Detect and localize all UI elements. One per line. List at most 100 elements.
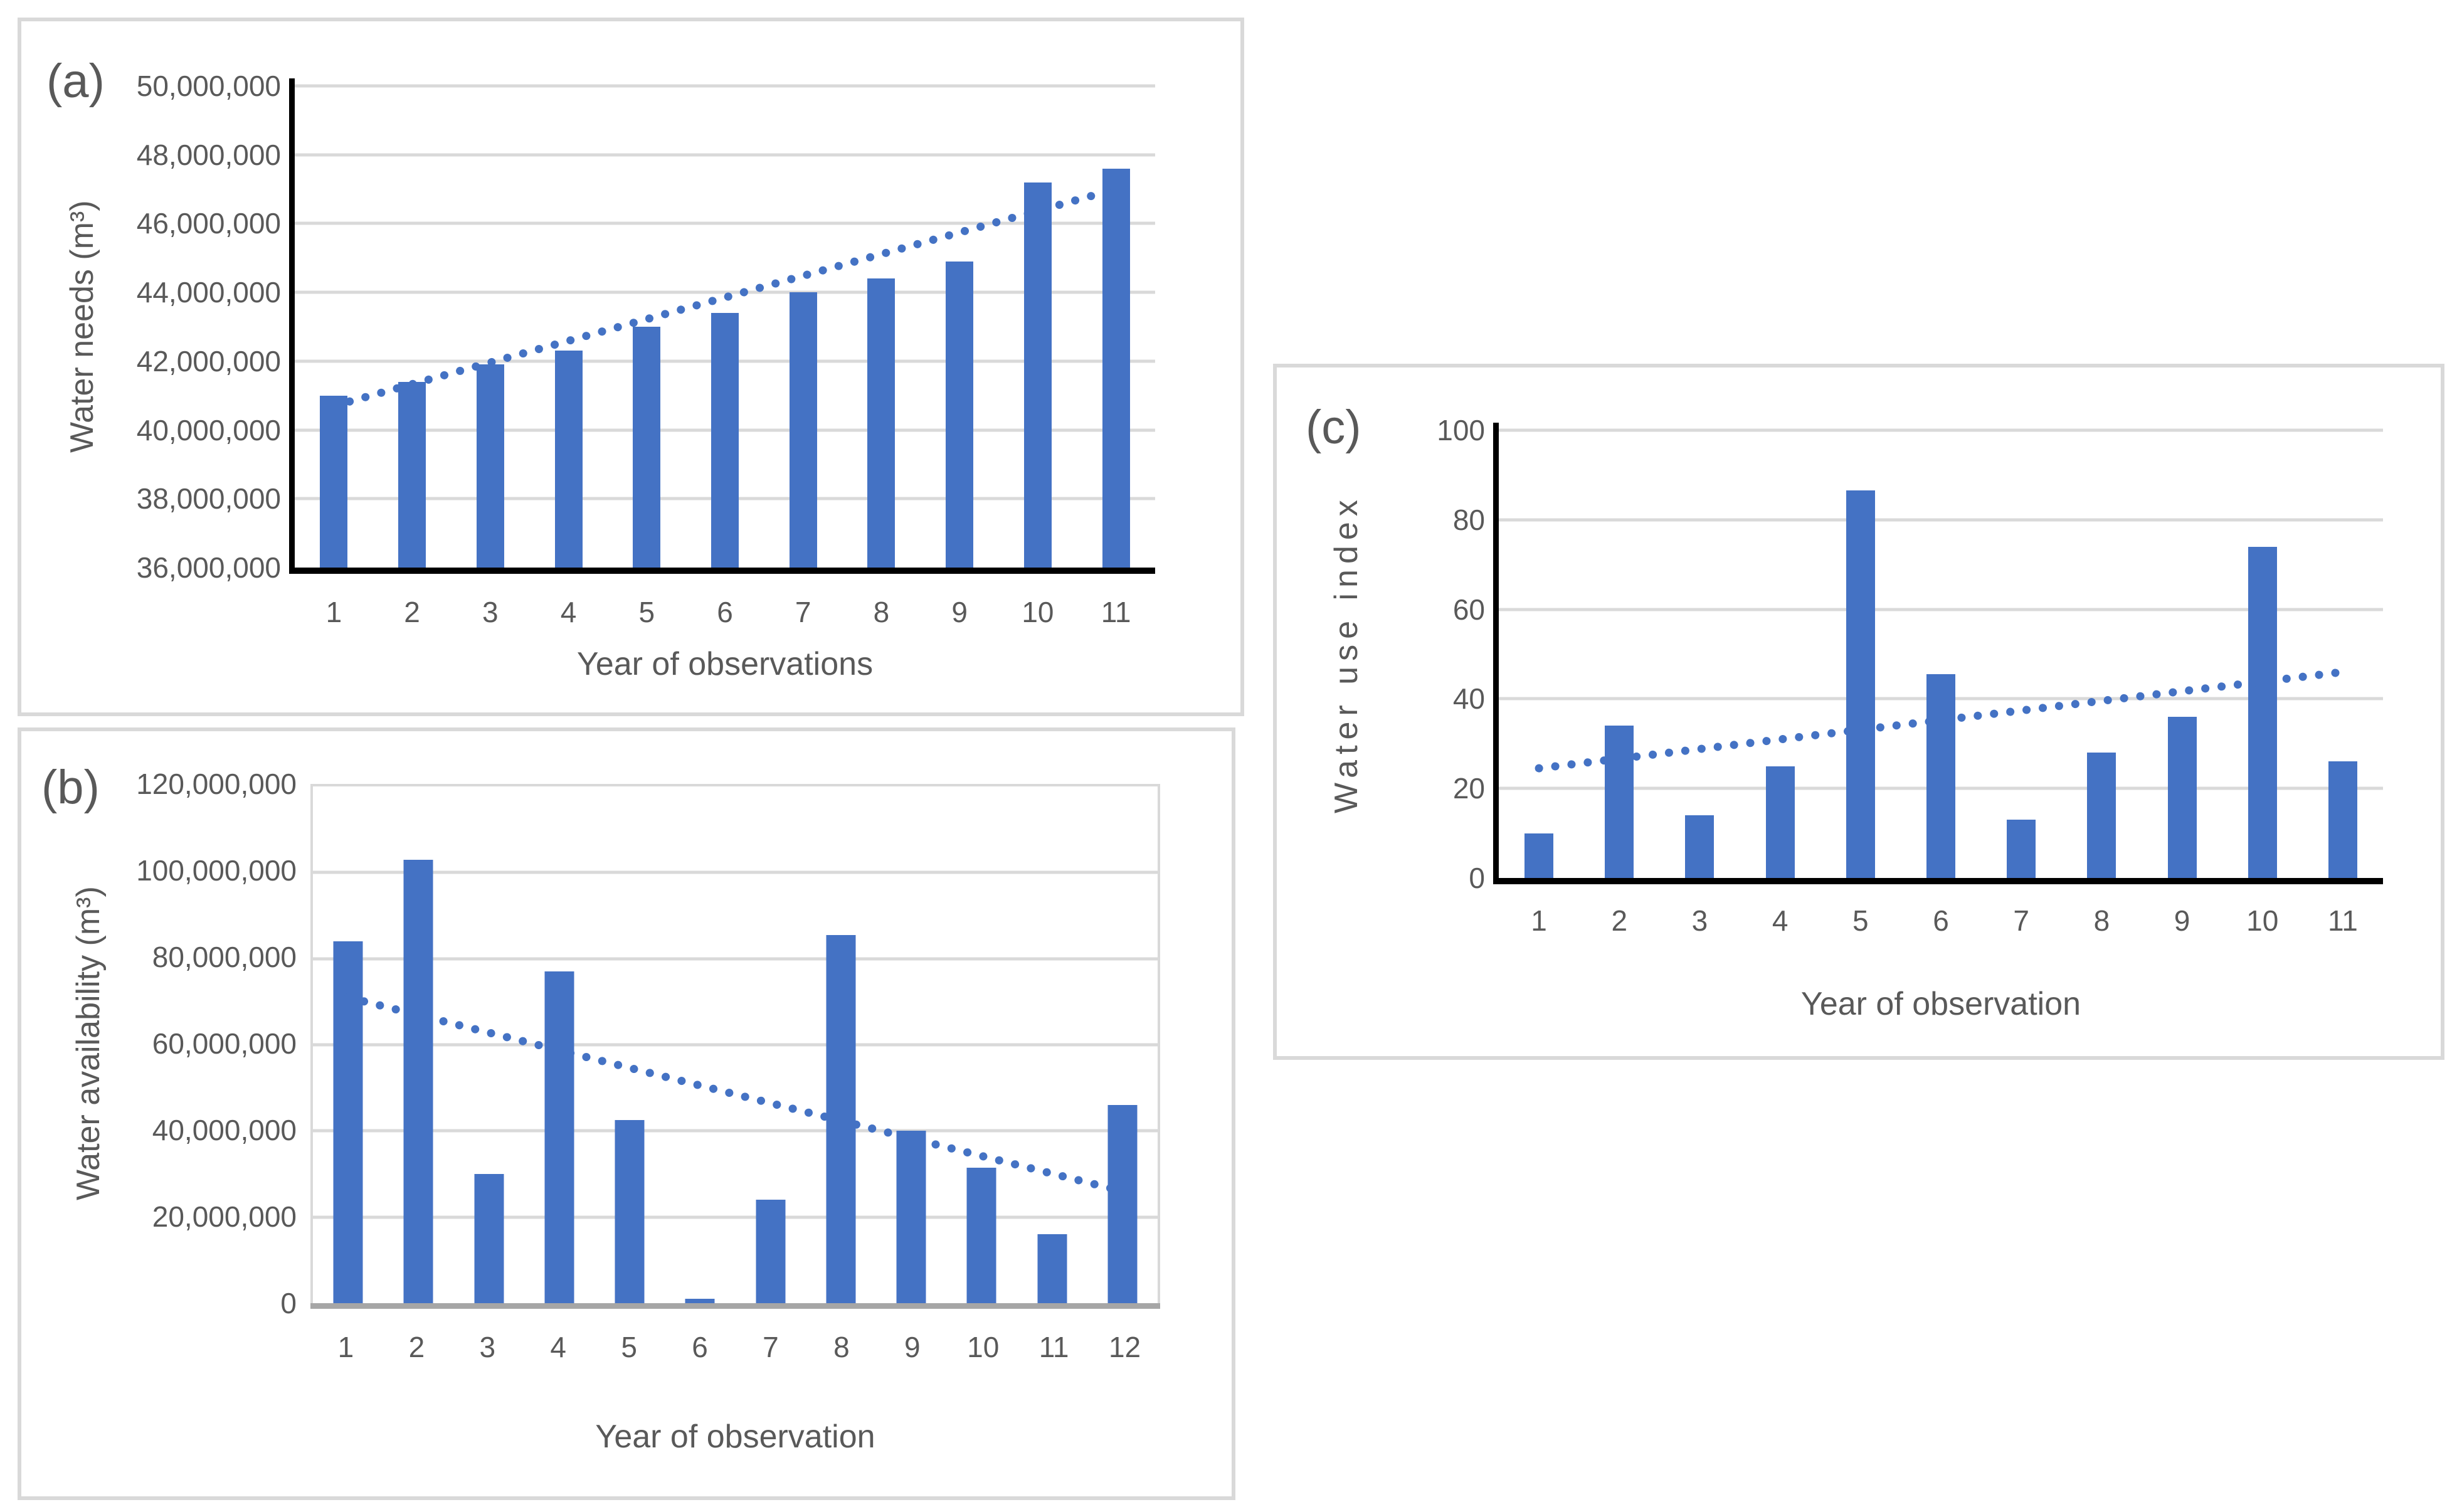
panel-b-x-axis-title: Year of observation [595, 1419, 875, 1455]
bar-year-5 [1846, 490, 1875, 878]
gridline [313, 957, 1158, 961]
x-tick-label: 12 [1108, 1331, 1141, 1363]
x-tick-label: 5 [621, 1331, 637, 1363]
y-tick-label: 60,000,000 [152, 1027, 297, 1060]
y-tick-label: 100,000,000 [136, 854, 297, 887]
panel-b-label: (b) [41, 761, 100, 814]
bar-year-3 [474, 1174, 504, 1303]
x-axis-line [289, 568, 1155, 574]
bar-year-5 [633, 327, 661, 568]
bar-year-9 [946, 261, 974, 568]
panel-c-label: (c) [1306, 401, 1361, 454]
plot-area [1493, 423, 2383, 884]
panel-c-x-axis-title: Year of observation [1800, 986, 2081, 1022]
y-tick-label: 80,000,000 [152, 940, 297, 973]
y-tick-label: 40,000,000 [152, 1113, 297, 1146]
x-tick-label: 6 [717, 596, 733, 628]
bar-year-2 [1605, 726, 1634, 878]
y-tick-label: 20,000,000 [152, 1200, 297, 1233]
y-tick-label: 48,000,000 [136, 138, 281, 171]
x-tick-label: 1 [325, 596, 342, 628]
bar-year-10 [966, 1167, 996, 1303]
y-tick-label: 38,000,000 [136, 482, 281, 515]
x-tick-label: 8 [833, 1331, 850, 1363]
y-tick-label: 46,000,000 [136, 207, 281, 240]
y-tick-label: 40 [1452, 682, 1485, 716]
panel-a-label: (a) [46, 55, 105, 108]
y-tick-label: 0 [280, 1287, 297, 1319]
y-tick-label: 50,000,000 [136, 70, 281, 102]
bar-year-9 [896, 1131, 926, 1303]
x-tick-label: 10 [1022, 596, 1054, 628]
bar-year-10 [2248, 546, 2277, 878]
x-tick-label: 4 [560, 596, 577, 628]
x-tick-label: 2 [408, 1331, 425, 1363]
bar-year-6 [685, 1299, 715, 1303]
bar-year-1 [320, 395, 348, 568]
gridline [313, 1043, 1158, 1047]
bar-year-6 [1926, 674, 1955, 878]
x-tick-label: 3 [482, 596, 499, 628]
x-tick-label: 7 [795, 596, 811, 628]
x-tick-label: 4 [550, 1331, 566, 1363]
bar-year-8 [826, 934, 856, 1303]
x-tick-label: 1 [337, 1331, 354, 1363]
x-tick-label: 10 [967, 1331, 1000, 1363]
x-axis-labels: 1 2 3 4 5 6 7 8 9 10 11 [1499, 904, 2383, 941]
gridline [1499, 518, 2383, 522]
y-tick-label: 80 [1452, 503, 1485, 536]
x-axis-line [310, 1303, 1160, 1309]
bar-year-7 [789, 292, 817, 568]
gridline [295, 153, 1155, 157]
x-tick-label: 8 [873, 596, 890, 628]
x-tick-label: 8 [2093, 904, 2110, 937]
gridline [313, 1129, 1158, 1133]
x-tick-label: 9 [951, 596, 968, 628]
x-tick-label: 9 [2174, 904, 2190, 937]
panel-b: (b) Water availability (m³) 120,000,000 1… [18, 727, 1235, 1500]
y-axis-labels: 120,000,000 100,000,000 80,000,000 60,000,0… [21, 768, 297, 1319]
y-axis-labels: 50,000,000 48,000,000 46,000,000 44,000,000… [21, 70, 281, 584]
bar-year-1 [333, 941, 363, 1303]
x-tick-label: 9 [904, 1331, 921, 1363]
plot-area [289, 78, 1155, 574]
panel-a-x-axis-title: Year of observations [576, 646, 874, 682]
bar-year-8 [867, 278, 896, 568]
x-tick-label: 6 [1933, 904, 1949, 937]
bar-year-7 [2007, 820, 2036, 878]
bar-year-12 [1107, 1105, 1138, 1303]
x-tick-label: 7 [763, 1331, 779, 1363]
y-tick-label: 42,000,000 [136, 344, 281, 378]
y-tick-label: 0 [1469, 862, 1485, 894]
x-tick-label: 3 [1691, 904, 1708, 937]
bar-year-10 [1023, 182, 1052, 568]
x-axis-labels: 1 2 3 4 5 6 7 8 9 10 11 12 [310, 1330, 1160, 1368]
y-tick-label: 100 [1437, 414, 1485, 447]
bar-year-5 [615, 1120, 645, 1303]
x-tick-label: 7 [2013, 904, 2029, 937]
bar-year-11 [1102, 168, 1130, 568]
gridline [295, 84, 1155, 88]
x-tick-label: 4 [1772, 904, 1789, 937]
bar-year-1 [1524, 833, 1554, 878]
x-tick-label: 5 [1852, 904, 1869, 937]
x-tick-label: 10 [2246, 904, 2279, 937]
x-tick-label: 6 [692, 1331, 708, 1363]
x-axis-line [1493, 878, 2383, 884]
bar-year-11 [1037, 1234, 1067, 1303]
bar-year-4 [544, 971, 574, 1303]
x-tick-label: 1 [1531, 904, 1547, 937]
gridline [1499, 428, 2383, 432]
bar-year-2 [398, 381, 426, 568]
bar-year-6 [711, 313, 739, 568]
x-tick-label: 11 [1038, 1331, 1069, 1363]
x-tick-label: 11 [1101, 596, 1131, 628]
y-axis-line [289, 78, 295, 574]
y-tick-label: 120,000,000 [136, 768, 297, 800]
bar-year-3 [1685, 815, 1715, 878]
gridline [313, 870, 1158, 874]
x-axis-labels: 1 2 3 4 5 6 7 8 9 10 11 [295, 595, 1155, 633]
x-tick-label: 5 [638, 596, 655, 628]
